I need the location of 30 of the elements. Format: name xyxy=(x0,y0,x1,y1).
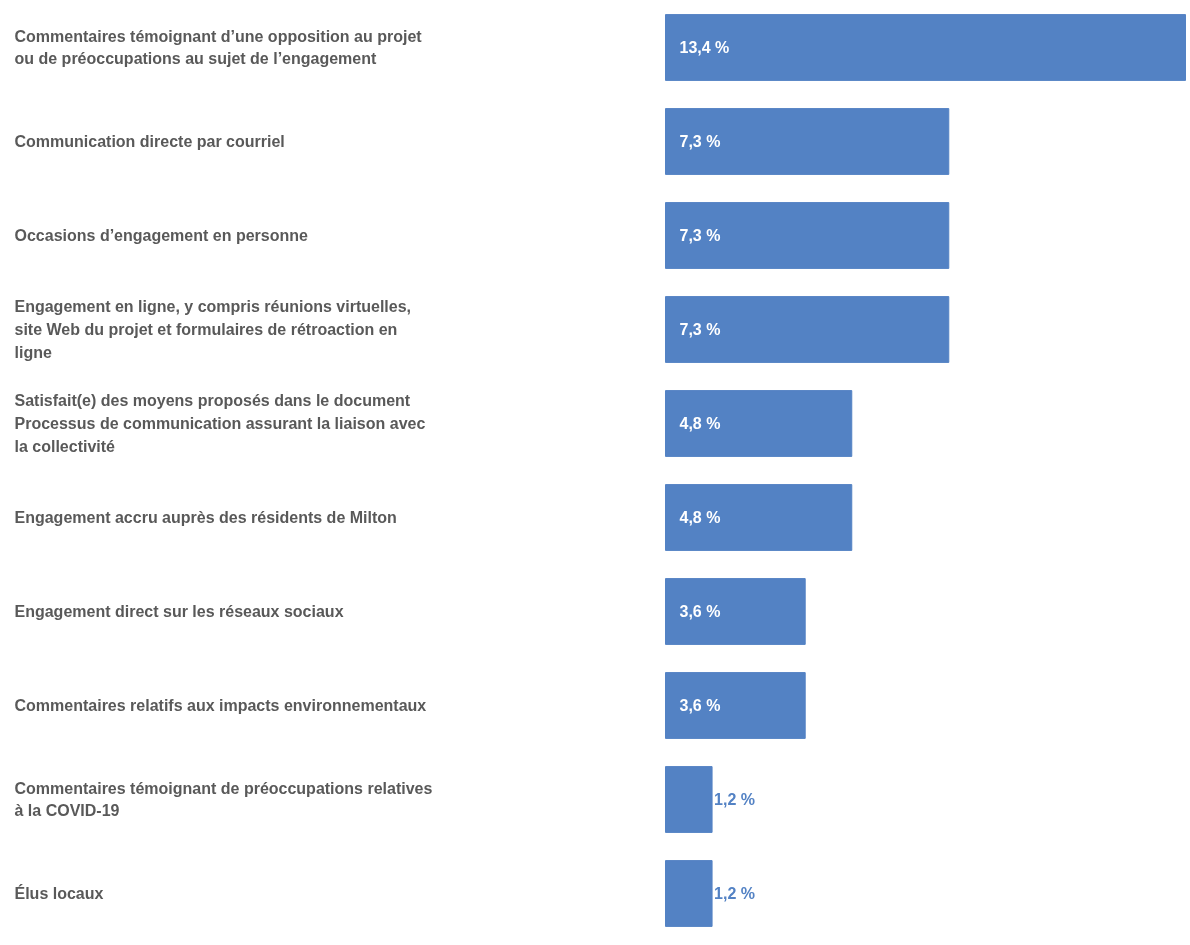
bar xyxy=(665,296,950,363)
y-tick-label: Commentaires témoignant d’une opposition au projet ou de préoccupations au sujet de l’engagement xyxy=(14,27,423,68)
bar xyxy=(665,14,1186,81)
data-label: 7,3 % xyxy=(679,321,721,338)
bar xyxy=(665,766,713,833)
y-tick-label: Engagement accru auprès des résidents de Milton xyxy=(14,509,397,526)
bar xyxy=(665,390,853,457)
y-tick-label: Occasions d’engagement en personne xyxy=(14,227,309,244)
y-tick-label: Satisfait(e) des moyens proposés dans le document Processus de communication assurant la liaison avec la collectivité xyxy=(14,392,426,455)
data-label: 3,6 % xyxy=(679,603,721,620)
data-label: 1,2 % xyxy=(714,885,755,902)
y-tick-label: Engagement direct sur les réseaux sociaux xyxy=(14,603,344,620)
data-label: 7,3 % xyxy=(679,133,721,150)
data-label: 1,2 % xyxy=(714,791,755,808)
data-label: 4,8 % xyxy=(679,415,721,432)
y-tick-label: Commentaires relatifs aux impacts environnementaux xyxy=(14,697,427,714)
bar xyxy=(665,484,853,551)
data-label: 13,4 % xyxy=(679,39,730,56)
bar xyxy=(665,578,806,645)
bar xyxy=(665,860,713,927)
y-tick-label: Commentaires témoignant de préoccupations relatives à la COVID-19 xyxy=(14,779,433,820)
y-tick-label: Communication directe par courriel xyxy=(14,133,285,150)
bar xyxy=(665,108,950,175)
bar xyxy=(665,202,950,269)
y-tick-label: Élus locaux xyxy=(14,884,104,902)
bar xyxy=(665,672,806,739)
data-label: 7,3 % xyxy=(679,227,721,244)
data-label: 3,6 % xyxy=(679,697,721,714)
y-tick-label: Engagement en ligne, y compris réunions virtuelles, site Web du projet et formulaires de rétroaction en ligne xyxy=(14,298,412,361)
data-label: 4,8 % xyxy=(679,509,721,526)
